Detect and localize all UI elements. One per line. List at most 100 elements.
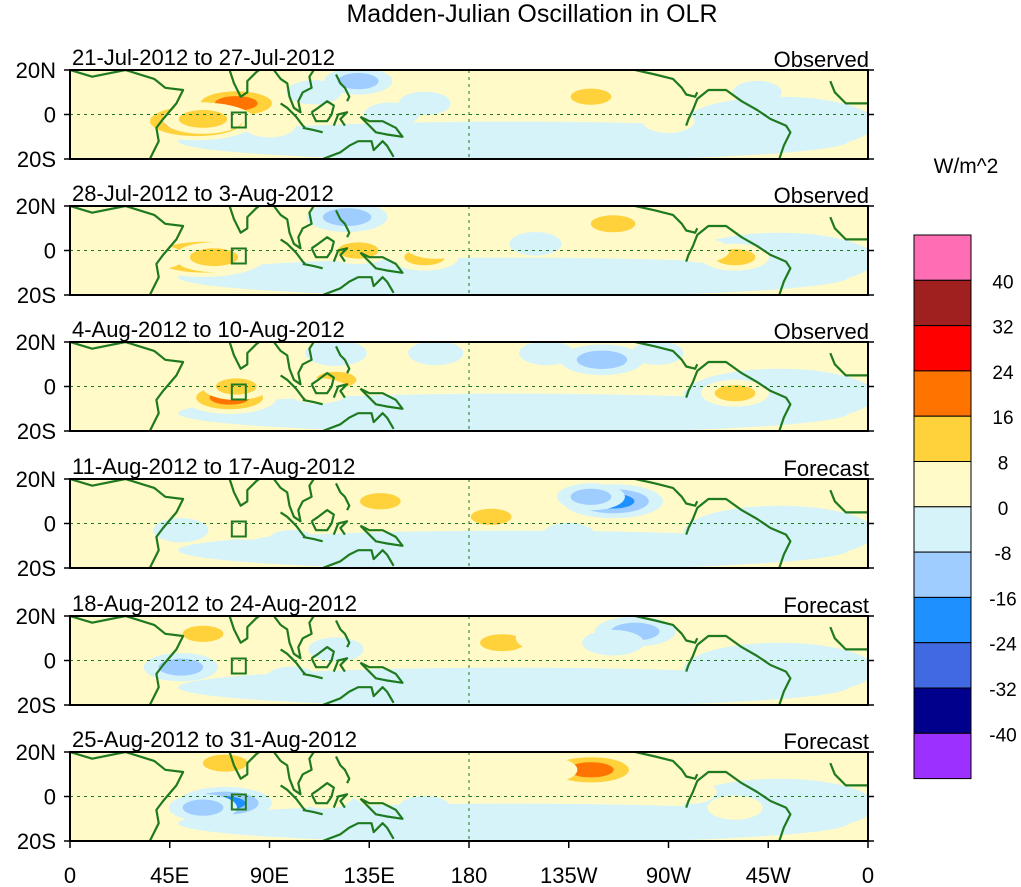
colorbar-bin bbox=[913, 642, 972, 689]
panel-5: 20N 0 20S 18-Aug-2012 to 24-Aug-2012 Forecas… bbox=[16, 591, 874, 718]
anomaly-layer bbox=[70, 206, 868, 295]
x-tick-label: 45E bbox=[150, 863, 189, 887]
reference-box bbox=[230, 247, 247, 265]
reference-box bbox=[230, 657, 247, 675]
y-tick-label: 20N bbox=[16, 604, 56, 629]
y-tick-label: 20N bbox=[16, 467, 56, 492]
y-tick-label: 20N bbox=[16, 330, 56, 355]
anomaly-contour bbox=[542, 522, 595, 547]
weak-negative-band bbox=[178, 530, 849, 568]
panel-status: Observed bbox=[774, 47, 869, 72]
chart-title: Madden-Julian Oscillation in OLR bbox=[346, 0, 717, 28]
colorbar-label: 0 bbox=[998, 499, 1009, 520]
anomaly-contour bbox=[686, 113, 739, 138]
anomaly-layer bbox=[70, 479, 868, 568]
panel-2: 20N 0 20S 28-Jul-2012 to 3-Aug-2012 Observed bbox=[16, 181, 874, 308]
anomaly-contour bbox=[215, 378, 257, 395]
anomaly-contour bbox=[398, 91, 451, 116]
anomaly-contour bbox=[267, 529, 317, 553]
anomaly-contour bbox=[570, 488, 612, 505]
reference-box bbox=[230, 383, 247, 401]
coastline bbox=[70, 752, 868, 841]
anomaly-contour bbox=[202, 754, 248, 772]
colorbar-bin bbox=[913, 234, 972, 281]
y-tick-label: 20S bbox=[17, 556, 56, 581]
anomaly-contour bbox=[178, 110, 228, 128]
colorbar-label: -8 bbox=[995, 544, 1012, 565]
y-tick-label: 0 bbox=[44, 239, 56, 264]
panel-1: 20N 0 20S 21-Jul-2012 to 27-Jul-2012 Observe… bbox=[16, 45, 874, 172]
panel-period: 11-Aug-2012 to 17-Aug-2012 bbox=[72, 454, 355, 479]
anomaly-contour bbox=[582, 629, 644, 656]
coastline bbox=[70, 342, 868, 431]
anomaly-contour bbox=[337, 73, 379, 90]
x-tick-label: 135E bbox=[344, 863, 395, 887]
colorbar-label: 16 bbox=[992, 408, 1013, 429]
colorbar-bin bbox=[913, 461, 972, 508]
panel-period: 18-Aug-2012 to 24-Aug-2012 bbox=[72, 591, 357, 616]
anomaly-contour bbox=[470, 508, 512, 525]
y-tick-label: 0 bbox=[44, 375, 56, 400]
colorbar-bin bbox=[913, 325, 972, 372]
panel-3: 20N 0 20S 4-Aug-2012 to 10-Aug-2012 Observed bbox=[16, 317, 874, 444]
panel-status: Forecast bbox=[783, 456, 869, 481]
anomaly-contour bbox=[408, 342, 464, 366]
colorbar-bin bbox=[913, 732, 972, 780]
anomaly-contour bbox=[631, 342, 684, 365]
y-tick-label: 0 bbox=[44, 103, 56, 128]
units-label: W/m^2 bbox=[934, 155, 999, 178]
colorbar-bin bbox=[913, 506, 972, 553]
colorbar-bin bbox=[913, 551, 972, 598]
anomaly-layer bbox=[70, 752, 868, 841]
anomaly-contour bbox=[642, 109, 695, 133]
panel-4: 20N 0 20S 11-Aug-2012 to 17-Aug-2012 Forecas… bbox=[16, 454, 874, 581]
x-tick-label: 135W bbox=[540, 863, 598, 887]
panels: 20N 0 20S 21-Jul-2012 to 27-Jul-2012 Observe… bbox=[16, 45, 874, 854]
colorbar-bin bbox=[913, 279, 972, 327]
anomaly-contour bbox=[576, 350, 628, 369]
x-tick-label: 180 bbox=[451, 863, 488, 887]
anomaly-contour bbox=[308, 637, 364, 662]
anomaly-contour bbox=[182, 799, 224, 816]
reference-box bbox=[230, 793, 247, 811]
anomaly-contour bbox=[404, 233, 467, 259]
anomaly-contour bbox=[265, 666, 318, 691]
anomaly-contour bbox=[158, 658, 204, 676]
colorbar-label: 24 bbox=[992, 363, 1014, 384]
anomaly-contour bbox=[322, 208, 372, 227]
anomaly-contour bbox=[182, 625, 224, 642]
panel-status: Forecast bbox=[783, 729, 869, 754]
panel-status: Forecast bbox=[783, 593, 869, 618]
anomaly-contour bbox=[518, 342, 575, 366]
anomaly-contour bbox=[515, 625, 578, 652]
panel-6: 20N 0 20S 25-Aug-2012 to 31-Aug-2012 Forecas… bbox=[16, 727, 874, 854]
anomaly-contour bbox=[664, 780, 717, 804]
anomaly-layer bbox=[70, 70, 868, 159]
colorbar-bin bbox=[913, 370, 972, 417]
panel-period: 4-Aug-2012 to 10-Aug-2012 bbox=[72, 317, 345, 342]
colorbar-label: -32 bbox=[989, 680, 1016, 701]
colorbar-label: 8 bbox=[998, 454, 1009, 475]
coastline bbox=[70, 70, 868, 159]
panel-status: Observed bbox=[774, 183, 869, 208]
anomaly-contour bbox=[590, 215, 636, 233]
weak-negative-band bbox=[178, 393, 849, 431]
y-tick-label: 0 bbox=[44, 512, 56, 537]
y-tick-label: 20S bbox=[17, 829, 56, 854]
anomaly-contour bbox=[670, 669, 733, 696]
reference-box bbox=[230, 520, 247, 538]
weak-negative-band bbox=[178, 257, 849, 295]
x-tick-label: 0 bbox=[64, 863, 76, 887]
x-tick-label: 0 bbox=[862, 863, 874, 887]
panel-period: 25-Aug-2012 to 31-Aug-2012 bbox=[72, 727, 357, 752]
anomaly-contour bbox=[398, 795, 451, 820]
panel-period: 28-Jul-2012 to 3-Aug-2012 bbox=[72, 181, 334, 206]
x-tick-label: 90E bbox=[250, 863, 289, 887]
anomaly-contour bbox=[359, 493, 401, 510]
colorbar-label: -16 bbox=[989, 589, 1016, 610]
anomaly-contour bbox=[243, 113, 296, 138]
x-tick-label: 45W bbox=[746, 863, 791, 887]
anomaly-contour bbox=[570, 88, 612, 105]
colorbar-label: -40 bbox=[989, 725, 1016, 746]
